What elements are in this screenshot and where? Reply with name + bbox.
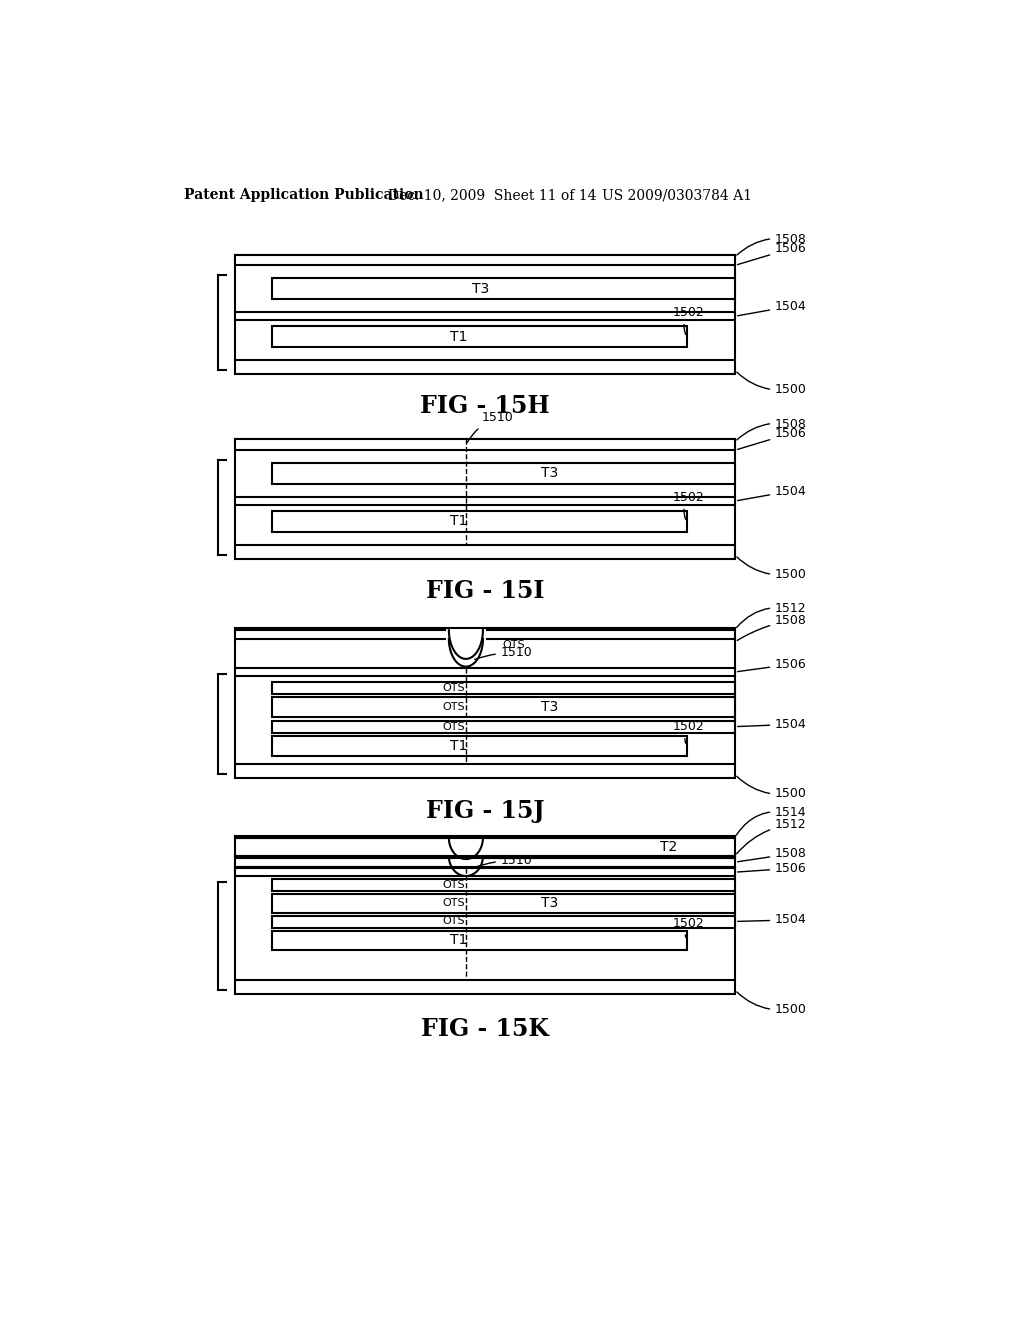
Text: 1512: 1512 xyxy=(736,818,807,854)
Text: 1502: 1502 xyxy=(673,721,705,743)
Text: 1500: 1500 xyxy=(737,776,807,800)
Text: OTS: OTS xyxy=(442,916,465,927)
Text: 1504: 1504 xyxy=(737,718,807,731)
Text: OTS: OTS xyxy=(442,702,465,713)
Text: T1: T1 xyxy=(450,330,467,343)
Bar xyxy=(234,440,735,558)
Bar xyxy=(234,498,735,506)
Text: 1508: 1508 xyxy=(737,614,807,640)
Text: 1510: 1510 xyxy=(467,412,513,442)
Bar xyxy=(272,326,687,347)
Bar xyxy=(234,440,735,450)
Bar xyxy=(272,697,735,718)
Text: Patent Application Publication: Patent Application Publication xyxy=(183,189,424,202)
Text: 1512: 1512 xyxy=(736,602,807,627)
Text: OTS: OTS xyxy=(442,879,465,890)
Text: 1500: 1500 xyxy=(737,557,807,581)
Text: 1500: 1500 xyxy=(737,372,807,396)
Text: 1502: 1502 xyxy=(673,916,705,937)
Bar xyxy=(234,668,735,676)
Bar xyxy=(272,879,735,891)
Text: T1: T1 xyxy=(450,739,467,752)
Text: 1510: 1510 xyxy=(475,647,532,660)
Bar xyxy=(272,721,735,733)
Text: 1510: 1510 xyxy=(475,854,532,867)
Bar xyxy=(272,931,687,950)
Text: FIG - 15J: FIG - 15J xyxy=(426,799,544,822)
Text: 1508: 1508 xyxy=(737,417,807,440)
Bar xyxy=(272,682,735,694)
Text: T1: T1 xyxy=(450,515,467,528)
Text: 1504: 1504 xyxy=(737,913,807,927)
Bar xyxy=(272,737,687,756)
Text: FIG - 15H: FIG - 15H xyxy=(420,395,550,418)
Bar xyxy=(272,277,735,300)
Text: FIG - 15K: FIG - 15K xyxy=(421,1016,549,1040)
Text: 1506: 1506 xyxy=(737,426,807,449)
Text: 1508: 1508 xyxy=(737,847,807,862)
Text: OTS: OTS xyxy=(442,899,465,908)
Bar xyxy=(272,511,687,532)
Bar xyxy=(272,462,735,484)
Text: 1508: 1508 xyxy=(737,232,807,255)
Text: T3: T3 xyxy=(541,896,558,911)
Text: 1514: 1514 xyxy=(736,807,807,836)
Bar xyxy=(234,313,735,321)
Text: T2: T2 xyxy=(660,840,678,854)
Text: 1504: 1504 xyxy=(737,300,807,315)
Text: T3: T3 xyxy=(541,466,558,480)
Text: T1: T1 xyxy=(450,933,467,948)
Bar xyxy=(234,869,735,876)
Bar xyxy=(234,255,735,374)
Bar xyxy=(272,916,735,928)
Text: 1502: 1502 xyxy=(673,306,705,334)
Text: 1506: 1506 xyxy=(737,242,807,264)
Text: 1504: 1504 xyxy=(737,484,807,500)
Text: 1500: 1500 xyxy=(737,991,807,1016)
Bar xyxy=(272,894,735,913)
Text: OTS: OTS xyxy=(503,640,525,649)
Text: 1506: 1506 xyxy=(737,657,807,672)
Bar xyxy=(234,836,735,994)
Text: T3: T3 xyxy=(541,701,558,714)
Bar xyxy=(234,255,735,265)
Text: FIG - 15I: FIG - 15I xyxy=(426,579,544,603)
Text: Dec. 10, 2009  Sheet 11 of 14: Dec. 10, 2009 Sheet 11 of 14 xyxy=(388,189,596,202)
Text: T3: T3 xyxy=(472,281,489,296)
Bar xyxy=(234,628,735,779)
Text: US 2009/0303784 A1: US 2009/0303784 A1 xyxy=(602,189,753,202)
Text: 1506: 1506 xyxy=(737,862,807,875)
Text: OTS: OTS xyxy=(442,684,465,693)
Text: 1502: 1502 xyxy=(673,491,705,519)
Text: OTS: OTS xyxy=(442,722,465,731)
